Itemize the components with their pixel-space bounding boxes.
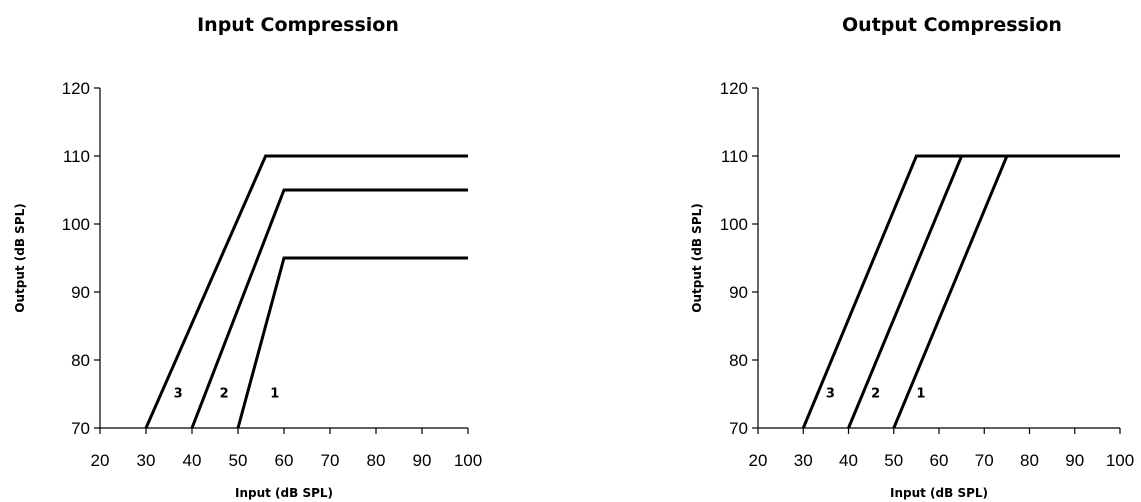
curve-label: 3 [174,386,183,401]
chart-title: Input Compression [197,14,399,36]
x-tick-label: 50 [884,451,903,470]
y-tick-label: 90 [729,283,748,302]
curve-label: 1 [270,386,279,401]
y-tick-label: 90 [71,283,90,302]
x-tick-label: 20 [749,451,768,470]
series-line-2 [847,154,1120,429]
x-tick-label: 40 [183,451,202,470]
y-tick-label: 100 [62,215,90,234]
y-tick-label: 110 [63,147,90,166]
y-tick-label: 70 [71,419,90,438]
curve-label: 1 [916,386,925,401]
y-axis-label: Output (dB SPL) [13,203,27,313]
y-tick-label: 80 [729,351,748,370]
x-tick-label: 60 [930,451,949,470]
y-tick-label: 80 [71,351,90,370]
y-tick-label: 120 [62,79,90,98]
x-axis-label: Input (dB SPL) [235,486,333,500]
output-compression-chart: Output Compression 70 80 90 100 110 120 20 30 40 5… [580,0,1140,502]
series-line-1 [892,154,1120,429]
y-tick-label: 120 [720,79,748,98]
x-tick-label: 100 [454,451,482,470]
input-compression-chart: Input Compression 70 80 90 100 110 120 20 30 40 50… [0,0,560,502]
x-tick-label: 70 [975,451,994,470]
chart-title: Output Compression [842,14,1062,36]
y-axis-label: Output (dB SPL) [690,203,704,313]
y-tick-label: 70 [729,419,748,438]
x-tick-label: 80 [367,451,386,470]
output-compression-plot: Output Compression 70 80 90 100 110 120 20 30 40 5… [690,14,1134,500]
x-tick-label: 40 [839,451,858,470]
curve-label: 2 [220,386,229,401]
curve-label: 2 [871,386,880,401]
x-tick-label: 60 [275,451,294,470]
series-line-2 [190,188,468,429]
curve-label: 3 [826,386,835,401]
x-axis-label: Input (dB SPL) [890,486,988,500]
x-tick-label: 80 [1020,451,1039,470]
y-tick-label: 100 [720,215,748,234]
x-tick-label: 100 [1106,451,1134,470]
x-tick-label: 20 [91,451,110,470]
series-line-1 [236,256,468,429]
series-line-3 [144,154,468,429]
series-line-3 [801,154,1120,429]
input-compression-plot: Input Compression 70 80 90 100 110 120 20 30 40 50… [13,14,482,500]
x-tick-label: 30 [794,451,813,470]
x-tick-label: 90 [413,451,432,470]
x-tick-label: 30 [137,451,156,470]
x-tick-label: 90 [1065,451,1084,470]
y-tick-label: 110 [721,147,748,166]
x-tick-label: 70 [321,451,340,470]
x-tick-label: 50 [229,451,248,470]
